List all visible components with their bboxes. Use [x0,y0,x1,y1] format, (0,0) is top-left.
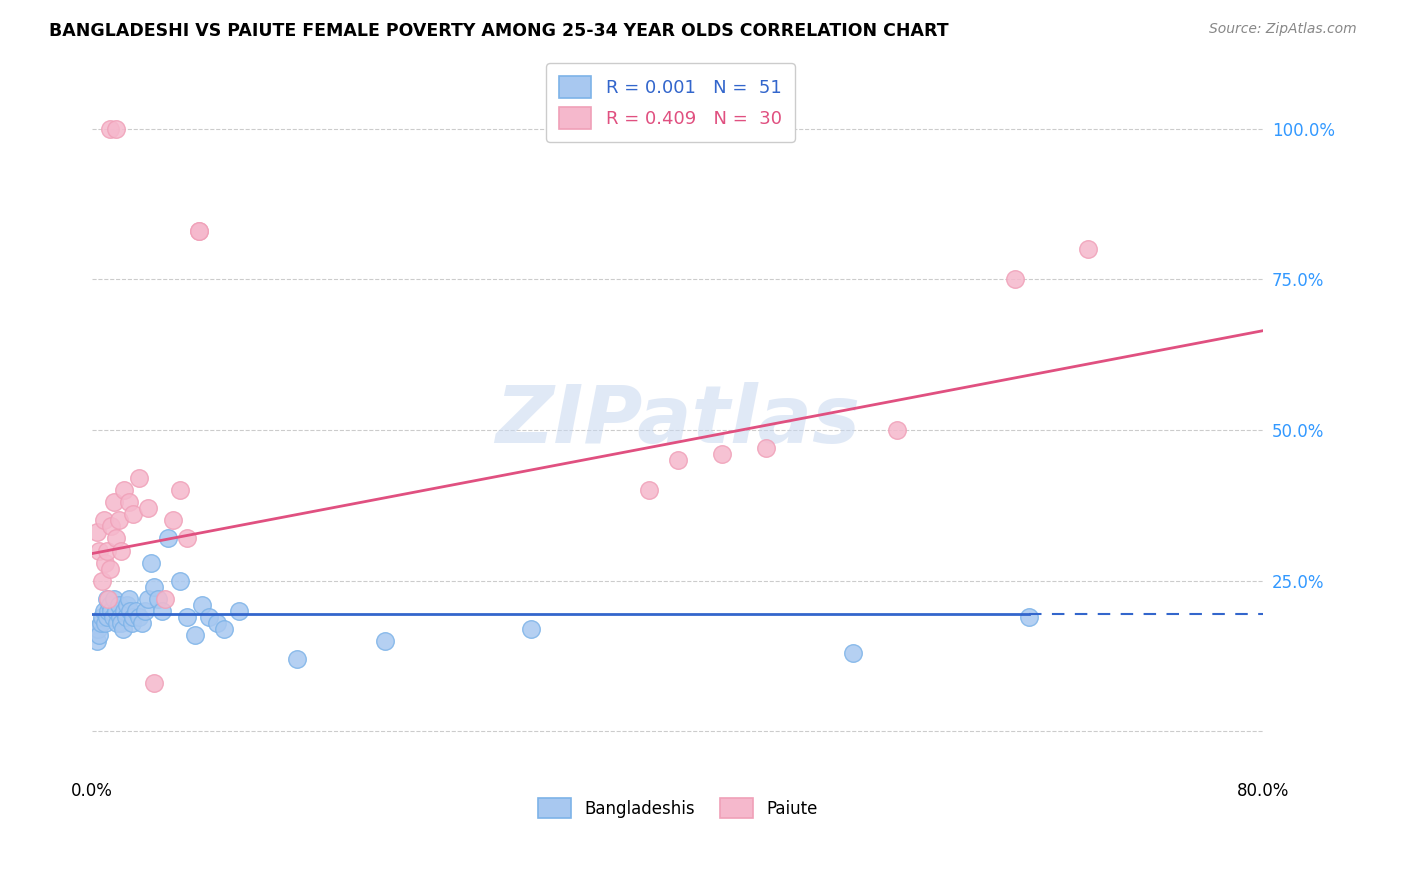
Point [104,604,127,618]
Point [1077,242,1099,256]
Point [108,609,131,624]
Point [128,471,150,485]
Point [146,591,169,606]
Point [188,224,211,238]
Point [842,646,865,660]
Point [157,532,180,546]
Point [198,609,221,624]
Point [112,483,135,498]
Point [520,622,543,636]
Point [162,513,184,527]
Point [105,615,128,630]
Point [97,591,120,606]
Point [110,543,132,558]
Text: Source: ZipAtlas.com: Source: ZipAtlas.com [1209,22,1357,37]
Point [1018,609,1040,624]
Point [86,525,108,540]
Point [128,609,150,624]
Point [131,615,153,630]
Point [103,495,125,509]
Point [94,615,117,630]
Point [98,561,121,575]
Point [212,622,235,636]
Point [86,633,108,648]
Point [125,604,148,618]
Point [103,591,125,606]
Point [152,604,174,618]
Point [169,574,191,588]
Point [112,604,135,618]
Point [100,519,122,533]
Point [117,598,139,612]
Point [666,453,689,467]
Text: ZIPatlas: ZIPatlas [495,382,860,460]
Point [93,604,115,618]
Point [136,501,159,516]
Point [94,556,117,570]
Point [136,591,159,606]
Point [111,622,134,636]
Point [188,224,211,238]
Point [110,615,132,630]
Point [98,598,121,612]
Point [121,615,143,630]
Point [191,598,214,612]
Point [637,483,659,498]
Point [97,604,120,618]
Point [139,556,162,570]
Point [886,423,908,437]
Point [84,622,107,636]
Point [205,615,228,630]
Point [122,508,145,522]
Point [101,609,124,624]
Point [91,609,114,624]
Point [104,121,127,136]
Point [96,609,118,624]
Point [118,591,141,606]
Point [107,513,129,527]
Point [169,483,191,498]
Legend: Bangladeshis, Paiute: Bangladeshis, Paiute [531,791,825,825]
Point [89,628,111,642]
Text: BANGLADESHI VS PAIUTE FEMALE POVERTY AMONG 25-34 YEAR OLDS CORRELATION CHART: BANGLADESHI VS PAIUTE FEMALE POVERTY AMO… [49,22,949,40]
Point [134,604,156,618]
Point [710,447,733,461]
Point [100,604,122,618]
Point [374,633,396,648]
Point [176,532,198,546]
Point [122,609,145,624]
Point [155,591,177,606]
Point [228,604,250,618]
Point [104,532,127,546]
Point [93,513,115,527]
Point [142,676,165,690]
Point [91,574,114,588]
Point [755,441,778,455]
Point [142,580,165,594]
Point [120,604,142,618]
Point [183,628,205,642]
Point [285,652,308,666]
Point [98,121,121,136]
Point [96,591,118,606]
Point [118,495,141,509]
Point [96,543,118,558]
Point [107,598,129,612]
Point [1004,272,1026,286]
Point [115,609,138,624]
Point [90,615,112,630]
Point [176,609,198,624]
Point [87,622,110,636]
Point [89,543,111,558]
